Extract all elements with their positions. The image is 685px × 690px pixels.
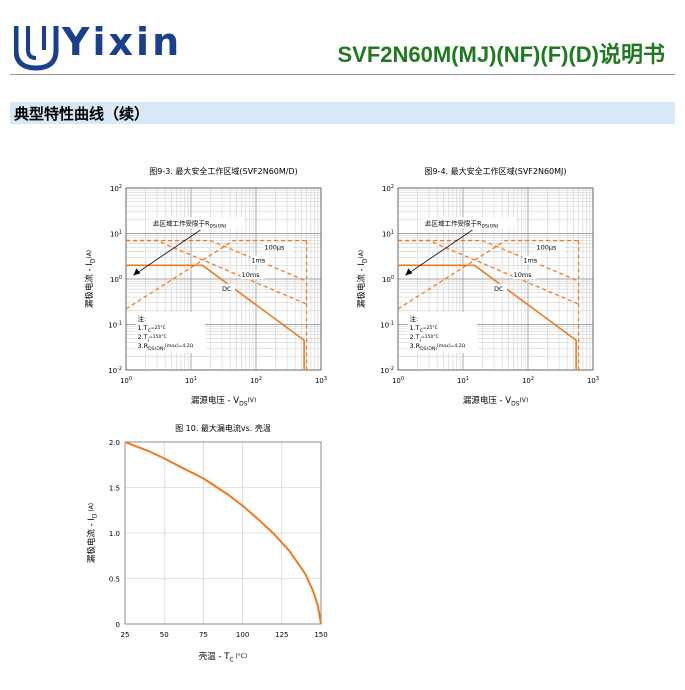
- curve-label: DC: [494, 285, 504, 293]
- y-tick-label: 100: [110, 275, 122, 284]
- x-tick-label: 103: [315, 376, 327, 385]
- y-tick-label: 10-2: [108, 366, 122, 375]
- y-axis-title: 漏极电流 - ID(A): [84, 250, 97, 308]
- y-tick-label: 1.5: [109, 485, 120, 493]
- y-tick-label: 101: [110, 230, 122, 239]
- notes-title: 注:: [137, 314, 146, 323]
- x-tick-label: 50: [160, 631, 169, 639]
- x-tick-label: 100: [392, 376, 404, 385]
- y-axis-title: 漏极电流 - ID (A): [86, 503, 99, 563]
- y-tick-label: 10-1: [380, 321, 394, 330]
- soa-chart-2: 图9-4. 最大安全工作区域(SVF2N60MJ) 102 101 100 10-1 10…: [352, 160, 612, 410]
- curve-label: 100μs: [536, 244, 557, 252]
- grid: [125, 442, 321, 624]
- current-vs-temperature-chart: 图 10. 最大漏电流vs. 壳温 25 50 75 100 125 150 0 0.5 1.0 1…: [80, 418, 340, 670]
- section-title: 典型特性曲线（续）: [14, 103, 149, 124]
- y-axis-title: 漏极电流 - ID(A): [356, 250, 369, 308]
- y-tick-label: 102: [110, 184, 122, 193]
- x-tick-label: 125: [275, 631, 288, 639]
- x-tick-label: 75: [199, 631, 208, 639]
- curve-label: 10ms: [514, 271, 533, 279]
- header-divider: [10, 74, 675, 75]
- x-tick-label: 100: [236, 631, 249, 639]
- annotation-arrow: [405, 230, 472, 276]
- y-tick-label: 2.0: [109, 439, 120, 447]
- x-tick-label: 150: [314, 631, 327, 639]
- arrow-head-icon: [405, 268, 412, 275]
- curve-label: 10ms: [242, 271, 261, 279]
- chart-title: 图 10. 最大漏电流vs. 壳温: [175, 423, 271, 433]
- x-axis-title: 漏源电压 - VDS(V): [191, 395, 256, 408]
- x-tick-label: 102: [250, 376, 262, 385]
- curve-label: 1ms: [523, 257, 537, 265]
- annotation-arrow: [133, 230, 200, 276]
- x-tick-label: 102: [522, 376, 534, 385]
- chart-title: 图9-4. 最大安全工作区域(SVF2N60MJ): [424, 166, 566, 176]
- curve-label: DC: [222, 285, 232, 293]
- arrow-head-icon: [133, 268, 140, 275]
- y-tick-label: 101: [382, 230, 394, 239]
- x-axis-title: 漏源电压 - VDS(V): [463, 395, 528, 408]
- y-tick-label: 10-1: [108, 321, 122, 330]
- document-title: SVF2N60M(MJ)(NF)(F)(D)说明书: [337, 37, 665, 69]
- x-tick-label: 101: [457, 376, 469, 385]
- x-tick-label: 103: [587, 376, 599, 385]
- y-tick-label: 1.0: [109, 530, 120, 538]
- x-axis-title: 壳温 - TC (°C): [199, 651, 247, 664]
- soa-chart-1: 图9-3. 最大安全工作区域(SVF2N60M/D) 102 101 100 10-1 1…: [80, 160, 340, 410]
- y-tick-label: 100: [382, 275, 394, 284]
- x-tick-label: 25: [121, 631, 130, 639]
- x-tick-label: 100: [120, 376, 132, 385]
- y-tick-label: 102: [382, 184, 394, 193]
- y-tick-label: 10-2: [380, 366, 394, 375]
- chart-title: 图9-3. 最大安全工作区域(SVF2N60M/D): [149, 166, 298, 176]
- y-tick-label: 0.5: [109, 576, 120, 584]
- x-tick-label: 101: [185, 376, 197, 385]
- y-tick-label: 0: [116, 621, 120, 629]
- curve-label: 100μs: [264, 244, 285, 252]
- notes-title: 注:: [409, 314, 418, 323]
- brand-logo-text: Yixin: [62, 20, 182, 64]
- curve-label: 1ms: [251, 257, 265, 265]
